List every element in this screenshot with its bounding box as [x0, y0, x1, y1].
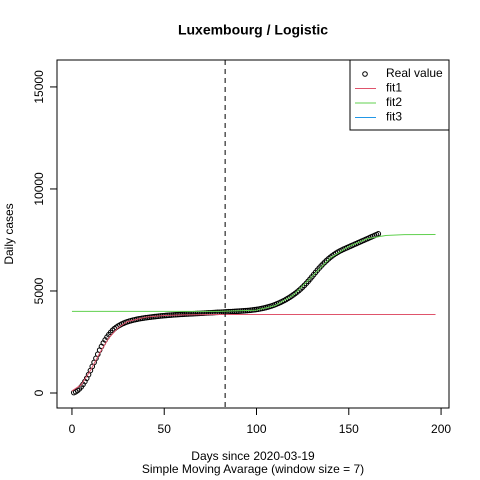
legend-label: fit2: [386, 95, 402, 109]
y-axis-label: Daily cases: [2, 203, 16, 264]
legend-label: Real value: [386, 66, 443, 80]
x-tick-label: 50: [158, 422, 172, 436]
data-point: [203, 310, 210, 316]
x-tick-label: 150: [339, 422, 359, 436]
x-tick-label: 200: [431, 422, 451, 436]
legend-label: fit3: [386, 110, 402, 124]
fit-line: [71, 313, 436, 392]
data-point: [227, 308, 234, 315]
subtitle: Simple Moving Avarage (window size = 7): [142, 462, 364, 476]
data-point: [202, 310, 208, 316]
data-point: [205, 310, 212, 316]
y-tick-label: 5000: [32, 277, 46, 304]
data-point: [179, 311, 186, 318]
fit-line: [71, 233, 436, 312]
y-tick-label: 10000: [32, 172, 46, 206]
chart-title: Luxembourg / Logistic: [178, 22, 328, 38]
y-tick-label: 15000: [32, 70, 46, 104]
data-point: [200, 310, 206, 316]
legend-symbol: [362, 71, 368, 77]
data-point: [375, 231, 382, 237]
x-tick-label: 0: [69, 422, 76, 436]
y-tick-label: 0: [32, 389, 46, 396]
x-axis-label: Days since 2020-03-19: [191, 449, 315, 463]
legend-label: fit1: [386, 81, 402, 95]
x-tick-label: 100: [246, 422, 266, 436]
